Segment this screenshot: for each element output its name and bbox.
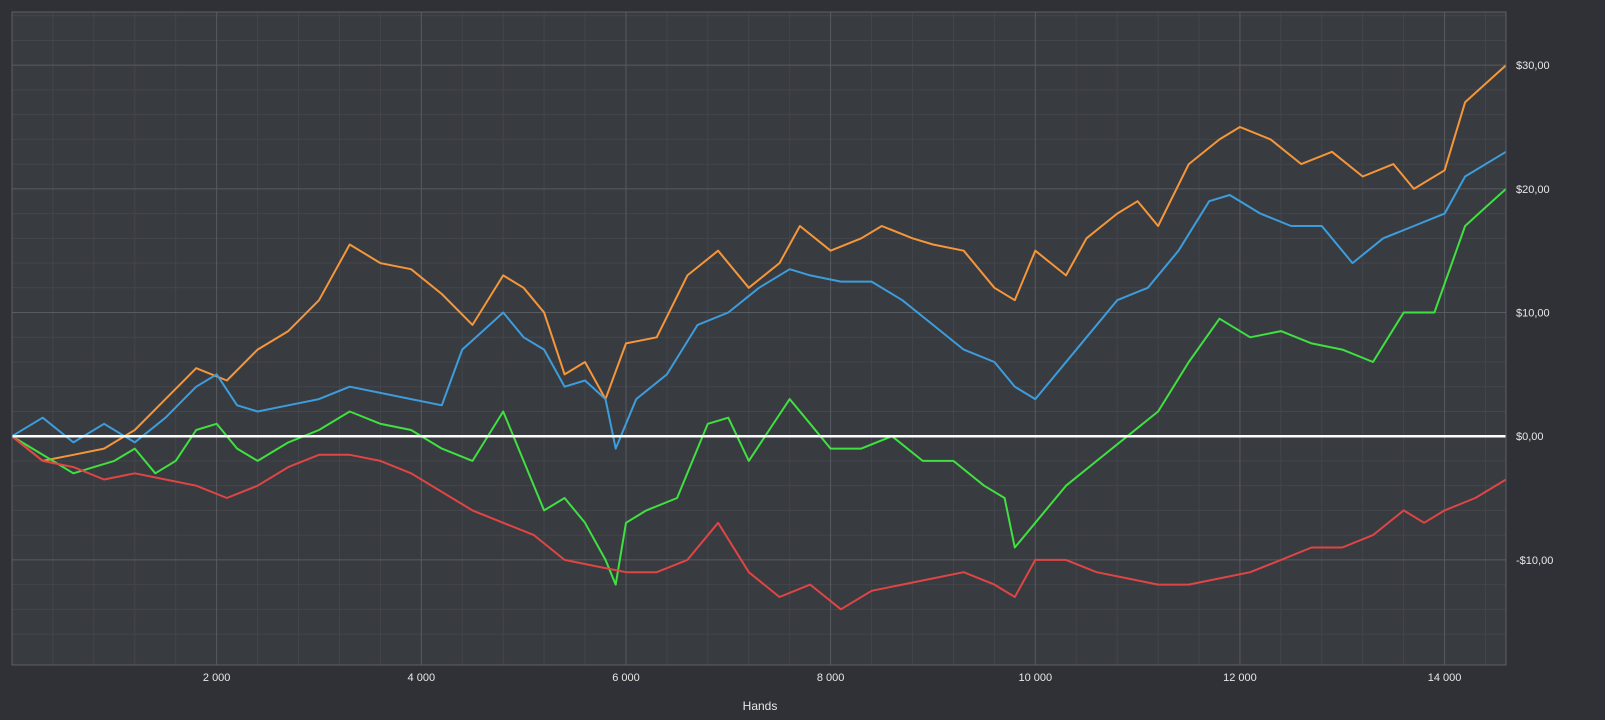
x-tick-label: 4 000 (408, 672, 436, 684)
series-line-red (11, 435, 1507, 611)
x-tick-label: 8 000 (817, 672, 845, 684)
x-axis: 2 000 4 000 6 000 8 000 10 000 12 000 14 000 (203, 672, 1462, 684)
x-axis-title: Hands (743, 699, 778, 713)
y-axis: $30,00 $20,00 $10,00 $0,00 -$10,00 (1516, 60, 1553, 567)
minor-grid (12, 12, 1506, 665)
y-tick-label: $20,00 (1516, 184, 1550, 196)
x-tick-label: 10 000 (1018, 672, 1052, 684)
plot-area (12, 12, 1506, 665)
x-tick-label: 2 000 (203, 672, 231, 684)
x-tick-label: 6 000 (612, 672, 640, 684)
y-tick-label: $10,00 (1516, 308, 1550, 320)
plot-border (11, 11, 1507, 666)
series-line-orange (11, 64, 1507, 462)
series-line-blue (11, 150, 1507, 450)
series-layer (11, 64, 1507, 611)
x-tick-label: 12 000 (1223, 672, 1257, 684)
series-line-green (11, 188, 1507, 586)
x-tick-label: 14 000 (1428, 672, 1462, 684)
y-tick-label: $30,00 (1516, 60, 1550, 72)
y-tick-label: $0,00 (1516, 431, 1544, 443)
y-tick-label: -$10,00 (1516, 555, 1553, 567)
